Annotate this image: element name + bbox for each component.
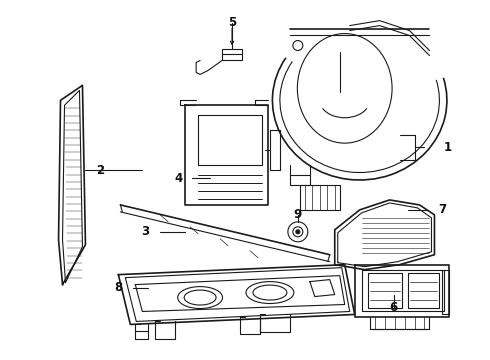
Text: 9: 9 xyxy=(294,208,302,221)
Text: 7: 7 xyxy=(439,203,446,216)
Circle shape xyxy=(296,230,300,234)
Text: 3: 3 xyxy=(141,225,149,238)
Text: 1: 1 xyxy=(443,141,451,154)
Text: 8: 8 xyxy=(114,281,122,294)
Text: 4: 4 xyxy=(174,171,182,185)
Text: 5: 5 xyxy=(228,16,236,29)
Text: 6: 6 xyxy=(390,301,398,314)
Text: 2: 2 xyxy=(97,163,104,176)
